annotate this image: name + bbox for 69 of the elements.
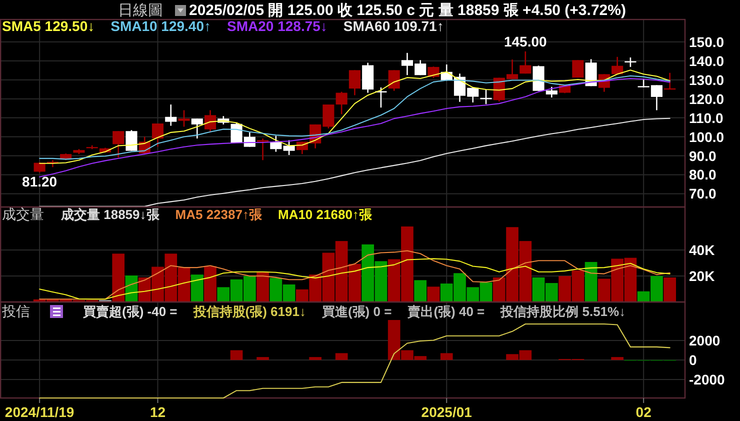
candlestick bbox=[112, 130, 124, 158]
annotation: 81.20 bbox=[22, 173, 58, 190]
bar bbox=[112, 254, 125, 302]
y-tick-label: 150.0 bbox=[689, 34, 724, 50]
y-tick-label: 120.0 bbox=[689, 90, 724, 107]
text: 賣出(張) 40 = bbox=[406, 304, 486, 319]
chart-title: 投信 bbox=[1, 303, 30, 319]
text: SMA10 129.40↑ bbox=[110, 18, 212, 34]
y-tick-label: 40K bbox=[689, 242, 715, 258]
candlestick bbox=[283, 140, 295, 156]
x-tick-label: 12 bbox=[150, 404, 166, 420]
bar bbox=[440, 353, 453, 360]
candlestick bbox=[348, 70, 360, 96]
line-series bbox=[39, 250, 670, 300]
text: SMA20 128.75↓ bbox=[227, 18, 328, 34]
chart-title: 成交量 bbox=[2, 206, 44, 222]
candlestick bbox=[388, 70, 400, 92]
text: 投信持股比例 5.51%↓ bbox=[500, 304, 626, 319]
bar bbox=[427, 286, 440, 302]
text: 買賣超(張) -40 = bbox=[82, 304, 178, 319]
bar bbox=[309, 357, 322, 360]
candlestick bbox=[152, 122, 164, 148]
chart-title: 日線圖 bbox=[118, 2, 163, 19]
chart-subtitle: 2025/02/05 開 125.00 收 125.50 c 元 量 18859 張 +4.50 (+3.72%) bbox=[189, 2, 626, 19]
y-tick-label: 70.0 bbox=[689, 186, 716, 202]
bar bbox=[414, 280, 427, 302]
bar bbox=[664, 277, 676, 302]
candlestick bbox=[546, 86, 558, 98]
candlestick bbox=[572, 59, 584, 78]
line-series bbox=[39, 258, 670, 300]
text: SMA5 129.50↓ bbox=[2, 18, 95, 34]
candlestick bbox=[612, 56, 624, 75]
y-tick-label: 80.0 bbox=[689, 166, 716, 183]
candlestick bbox=[336, 91, 348, 115]
candlestick bbox=[520, 50, 532, 74]
bar bbox=[204, 266, 216, 302]
candlestick bbox=[204, 110, 216, 132]
candlestick bbox=[191, 118, 203, 140]
y-tick-label: 2000 bbox=[689, 332, 720, 348]
bar bbox=[190, 274, 204, 302]
bar bbox=[335, 353, 348, 360]
bar bbox=[584, 262, 598, 302]
bar bbox=[230, 350, 243, 360]
text: 成交量 18859↓張 bbox=[60, 207, 160, 222]
candlestick bbox=[178, 110, 190, 128]
candlestick bbox=[165, 104, 177, 126]
candlestick bbox=[126, 129, 138, 152]
text: 買進(張) 0 = bbox=[320, 304, 392, 319]
bar bbox=[256, 357, 269, 360]
y-tick-label: 140.0 bbox=[689, 52, 724, 69]
y-tick-label: 20K bbox=[689, 268, 715, 284]
y-tick-label: 90.0 bbox=[689, 148, 716, 164]
bar bbox=[611, 357, 624, 360]
bar bbox=[256, 272, 269, 302]
text: 投信持股(張) 6191↓ bbox=[192, 304, 306, 319]
candlestick bbox=[257, 138, 269, 161]
annotation: 145.00 bbox=[504, 33, 548, 50]
text: MA5 22387↑張 bbox=[175, 207, 263, 222]
x-tick-label: 2024/11/19 bbox=[4, 404, 74, 420]
y-tick-label: -2000 bbox=[689, 371, 726, 388]
y-tick-label: 110.0 bbox=[689, 110, 724, 126]
text: MA10 21680↑張 bbox=[278, 207, 373, 222]
y-tick-label: 100.0 bbox=[689, 128, 724, 145]
x-tick-label: 2025/01 bbox=[421, 404, 472, 420]
y-tick-label: 0 bbox=[689, 352, 697, 368]
y-tick-label: 130.0 bbox=[689, 72, 724, 88]
x-tick-label: 02 bbox=[636, 404, 652, 420]
text: SMA60 109.71↑ bbox=[343, 18, 444, 34]
candlestick bbox=[375, 86, 387, 108]
